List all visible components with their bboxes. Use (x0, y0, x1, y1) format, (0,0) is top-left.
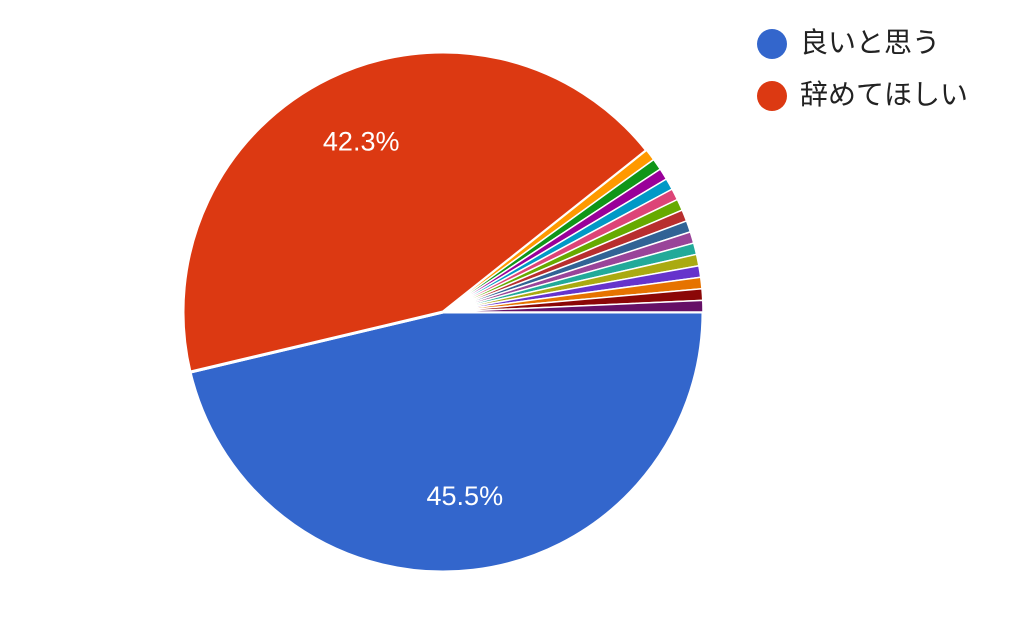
pie-slice-1 (181, 50, 649, 374)
legend-marker-0 (757, 29, 787, 59)
pie-slices (181, 50, 705, 574)
pie-slice-16 (442, 299, 704, 313)
legend-marker-1 (757, 81, 787, 111)
slice-value-label-0: 45.5% (427, 481, 504, 511)
pie-slice-0 (188, 310, 705, 574)
legend-label-0: 良いと思う (800, 26, 940, 59)
legend-label-1: 辞めてほしい (800, 78, 968, 111)
slice-value-label-1: 42.3% (323, 127, 400, 157)
pie-slice-labels: 45.5% 42.3% (323, 127, 503, 511)
